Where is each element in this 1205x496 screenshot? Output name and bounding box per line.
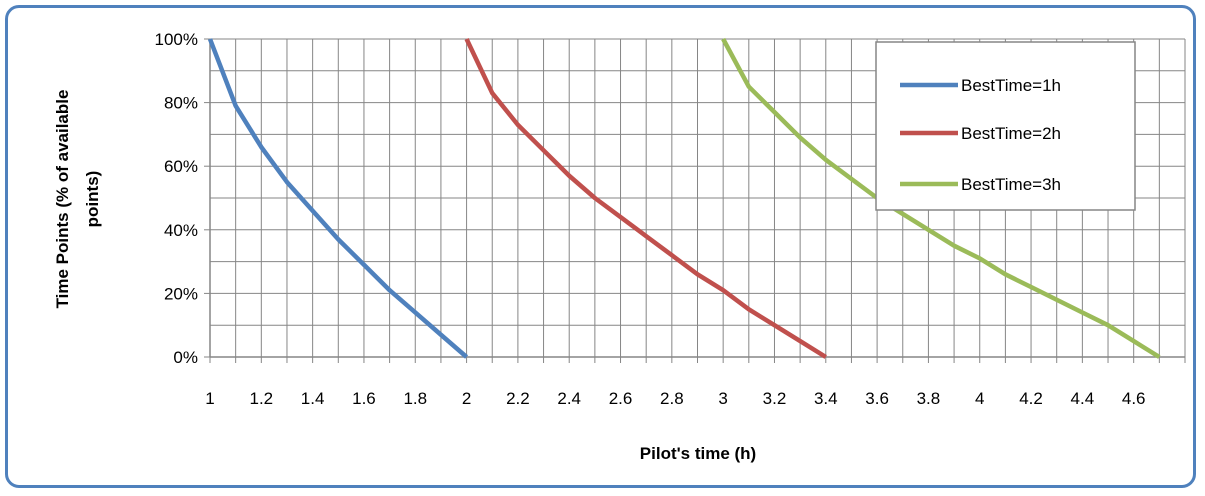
x-tick-label: 1.6	[352, 389, 376, 408]
x-tick-label: 1.4	[301, 389, 325, 408]
x-tick-label: 4.2	[1019, 389, 1043, 408]
x-tick-label: 2	[462, 389, 471, 408]
x-tick-label: 1	[205, 389, 214, 408]
legend-label-1: BestTime=1h	[961, 76, 1061, 95]
x-tick-label: 1.8	[403, 389, 427, 408]
series-line-3	[721, 37, 1161, 359]
y-tick-label: 100%	[155, 30, 198, 49]
x-tick-label: 1.2	[249, 389, 273, 408]
y-axis-title-line-2: points)	[83, 171, 102, 228]
y-tick-label: 80%	[164, 94, 198, 113]
x-tick-label: 4	[975, 389, 984, 408]
legend: BestTime=1h BestTime=2h BestTime=3h	[875, 41, 1136, 211]
x-tick-label: 4.6	[1122, 389, 1146, 408]
x-tick-label: 3	[718, 389, 727, 408]
x-tick-label: 2.6	[609, 389, 633, 408]
legend-items: BestTime=1h BestTime=2h BestTime=3h	[900, 76, 1061, 194]
y-tick-label: 40%	[164, 221, 198, 240]
legend-label-3: BestTime=3h	[961, 175, 1061, 194]
y-tick-label: 60%	[164, 157, 198, 176]
x-tick-label: 2.2	[506, 389, 530, 408]
x-tick-label: 2.8	[660, 389, 684, 408]
legend-label-2: BestTime=2h	[961, 124, 1061, 143]
x-tick-label: 4.4	[1071, 389, 1095, 408]
series-line-2	[464, 38, 827, 359]
x-tick-label: 3.4	[814, 389, 838, 408]
y-tick-label: 0%	[173, 348, 198, 367]
x-axis-title: Pilot's time (h)	[640, 444, 756, 463]
y-tick-label: 20%	[164, 284, 198, 303]
axes	[204, 38, 1186, 363]
y-axis-title-line-1: Time Points (% of available	[53, 90, 72, 309]
x-tick-label: 3.2	[763, 389, 787, 408]
x-tick-label: 3.8	[917, 389, 941, 408]
x-tick-label: 3.6	[865, 389, 889, 408]
tick-labels: 1 1.2 1.4 1.6 1.8 2 2.2 2.4 2.6 2.8 3 3.2 3.4 3.6 3.8 4…	[155, 30, 1146, 408]
series-line-1	[207, 38, 469, 359]
x-tick-label: 2.4	[557, 389, 581, 408]
series-lines	[207, 37, 1161, 359]
